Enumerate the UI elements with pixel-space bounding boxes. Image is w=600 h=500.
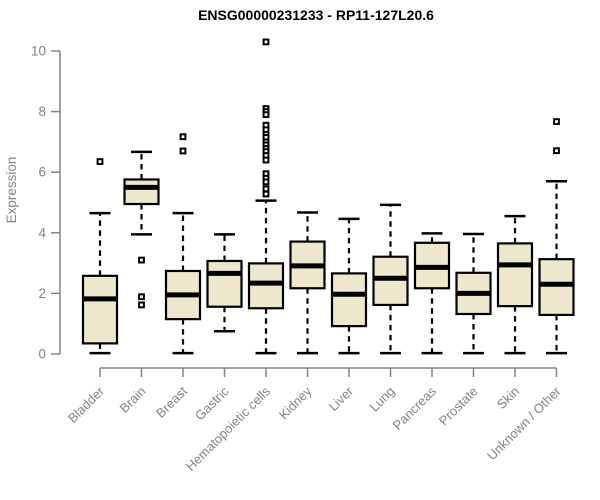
y-tick-label: 6 <box>38 165 46 180</box>
x-tick-label-breast: Breast <box>153 383 190 420</box>
y-tick-label: 0 <box>38 347 46 362</box>
outlier-point <box>138 293 145 301</box>
outlier-point <box>262 178 270 186</box>
boxplot-breast <box>164 133 202 355</box>
boxplot-liver <box>330 217 368 355</box>
iqr-box <box>330 272 368 328</box>
x-tick-label-prostate: Prostate <box>436 384 481 429</box>
iqr-box <box>496 242 534 308</box>
boxplot-brain <box>123 150 160 309</box>
outlier-point <box>262 156 270 164</box>
iqr-box <box>206 259 243 308</box>
x-tick-label-skin: Skin <box>494 384 522 412</box>
y-tick-label: 2 <box>38 286 46 301</box>
x-tick-label-unknown-other: Unknown / Other <box>484 383 564 463</box>
outlier-point <box>262 38 270 46</box>
outlier-point <box>96 158 104 165</box>
iqr-box <box>538 258 575 317</box>
outlier-point <box>553 147 560 155</box>
outlier-point <box>138 256 145 264</box>
x-tick-label-bladder: Bladder <box>65 383 108 426</box>
iqr-box <box>247 262 285 310</box>
x-tick-label-liver: Liver <box>326 383 357 414</box>
y-tick-label: 10 <box>31 44 46 59</box>
boxplot-prostate <box>455 232 492 355</box>
outlier-point <box>262 190 270 198</box>
outlier-point <box>262 111 270 119</box>
outlier-point <box>179 133 187 141</box>
y-tick-label: 8 <box>38 104 46 119</box>
x-tick-label-pancreas: Pancreas <box>390 383 440 433</box>
y-axis: 0 2 4 6 8 10 <box>31 44 61 362</box>
boxplot-gastric <box>206 233 243 333</box>
x-tick-label-gastric: Gastric <box>192 383 232 423</box>
y-tick-label: 4 <box>38 225 46 240</box>
chart-title: ENSG00000231233 - RP11-127L20.6 <box>198 7 434 23</box>
outlier-point <box>138 301 145 309</box>
x-tick-label-brain: Brain <box>117 384 149 416</box>
outlier-point <box>262 185 270 193</box>
boxplot-unknown-other <box>538 118 575 355</box>
iqr-box <box>372 255 409 307</box>
boxplot-kidney <box>289 211 326 355</box>
iqr-box <box>81 274 119 345</box>
boxplot-pancreas <box>413 232 451 355</box>
boxplot-bladder <box>81 158 119 355</box>
iqr-box <box>123 178 160 206</box>
boxplot-lung <box>372 203 409 355</box>
outlier-point <box>553 118 560 125</box>
boxplot-skin <box>496 214 534 355</box>
boxplot-hematopoietic-cells <box>247 38 285 355</box>
x-tick-label-kidney: Kidney <box>276 383 315 422</box>
x-tick-label-lung: Lung <box>367 384 398 415</box>
outlier-point <box>179 147 187 155</box>
